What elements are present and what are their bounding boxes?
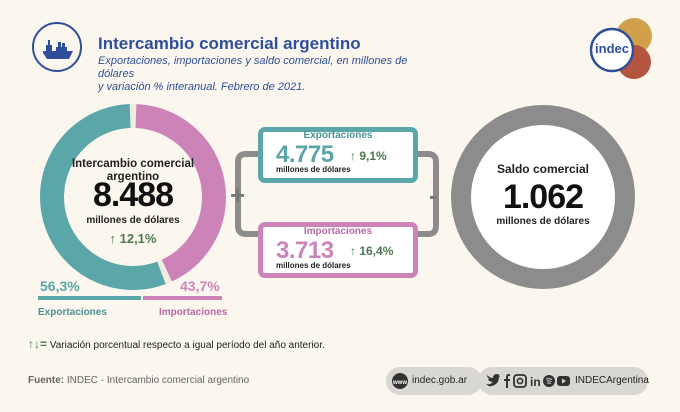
total-label-line-2: argentino [106,171,160,183]
imports-share-label: Importaciones [159,307,228,318]
social-handle[interactable]: INDECArgentina [575,375,649,386]
subtitle-line-2: y variación % interanual. Febrero de 202… [98,81,306,93]
variation-legend-text: Variación porcentual respecto a igual pe… [49,340,325,351]
exports-card-value: 4.775 [276,141,334,168]
total-variation: ↑ 12,1% [109,231,157,246]
balance-ring-stroke [451,105,635,289]
imports-card-title: Importaciones [303,226,373,237]
social-icons: in [486,374,570,388]
trade-donut [40,104,226,290]
imports-share-bar [143,296,222,300]
exports-card-variation: ↑ 9,1% [350,149,387,163]
logo-text: indec [595,41,629,56]
balance-ring [451,105,635,289]
page-title: Intercambio comercial argentino [98,34,361,53]
exports-share-pct: 56,3% [40,278,80,294]
ship-icon-badge [32,22,82,72]
exports-card-title: Exportaciones [303,130,373,141]
social-pill: in INDECArgentina [478,367,649,395]
total-unit: millones de dólares [86,215,180,226]
globe-icon: www [392,373,408,389]
exports-card-unit: millones de dólares [276,165,351,174]
facebook-icon[interactable] [504,374,510,388]
source-text: INDEC - Intercambio comercial argentino [66,375,250,386]
exports-share-label: Exportaciones [38,307,107,318]
total-label-line-1: Intercambio comercial [71,158,195,170]
total-value: 8.488 [92,176,174,214]
page-subtitle: Exportaciones, importaciones y saldo com… [98,55,438,94]
trade-total: Intercambio comercial argentino 8.488 mi… [40,104,226,290]
variation-legend: ↑↓= Variación porcentual respecto a igua… [28,337,325,351]
svg-text:www: www [392,380,407,386]
imports-card [258,222,418,278]
exports-card [258,127,418,183]
imports-share-pct: 43,7% [180,278,220,294]
source-note: Fuente: INDEC - Intercambio comercial ar… [28,375,249,386]
left-bracket [235,151,263,237]
balance-unit: millones de dólares [496,216,590,227]
source-label: Fuente: [28,375,65,386]
website-link[interactable]: indec.gob.ar [412,375,468,386]
variation-legend-symbol: ↑↓= [28,337,48,351]
balance-label: Saldo comercial [496,162,590,176]
imports-card-unit: millones de dólares [276,261,351,270]
imports-card-value: 3.713 [276,237,334,264]
exports-segment [40,104,226,290]
exports-share-bar [38,296,141,300]
subtitle-line-1: Exportaciones, importaciones y saldo com… [98,55,408,80]
right-bracket [411,151,439,237]
instagram-icon[interactable] [513,374,527,388]
indec-logo: indec [586,16,656,82]
linkedin-icon[interactable]: in [530,375,541,388]
twitter-icon[interactable] [486,374,500,387]
ship-icon [43,40,73,59]
indec-logo-graphic [589,18,652,79]
plus-operator: + [230,180,246,210]
imports-segment [40,104,226,290]
website-pill[interactable]: www indec.gob.ar [386,367,482,395]
balance-value: 1.062 [502,178,584,216]
balance-block: Saldo comercial 1.062 millones de dólare… [450,104,636,290]
imports-card-variation: ↑ 16,4% [350,244,394,258]
minus-operator: - [429,180,438,210]
